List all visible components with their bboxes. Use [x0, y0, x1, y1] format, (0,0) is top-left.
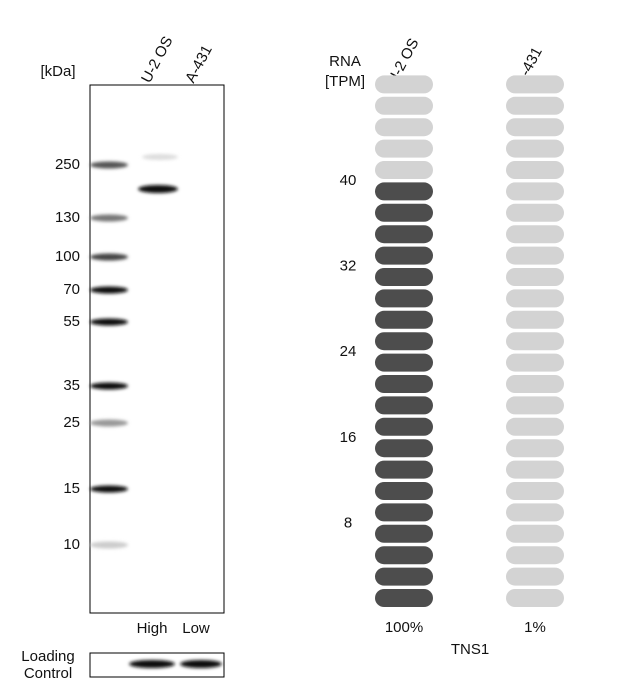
marker-band [90, 541, 128, 549]
marker-band [90, 318, 128, 326]
tpm-pill [375, 396, 433, 415]
tpm-pill [506, 396, 564, 415]
percent-label: 1% [524, 619, 546, 636]
tpm-pill [506, 503, 564, 522]
tpm-pill [375, 161, 433, 179]
tpm-pill [506, 161, 564, 179]
tpm-pill [375, 118, 433, 137]
rna-axis-label: [TPM] [325, 73, 365, 90]
tpm-pill [506, 118, 564, 137]
tpm-pill [375, 139, 433, 158]
marker-label: 250 [55, 156, 80, 173]
faint-band [142, 154, 178, 160]
marker-label: 35 [63, 377, 80, 394]
unit-label: [kDa] [40, 63, 75, 80]
tpm-pill [375, 589, 433, 607]
blot-frame [89, 84, 225, 614]
tpm-pill [375, 546, 433, 565]
tpm-pill [506, 482, 564, 500]
tpm-pill [375, 482, 433, 500]
tpm-pill [375, 460, 433, 479]
tpm-pill [506, 75, 564, 94]
loading-label: Loading [21, 648, 74, 665]
tpm-pill [375, 353, 433, 372]
tpm-pill [375, 567, 433, 586]
tpm-pill [506, 225, 564, 244]
tpm-pill [375, 417, 433, 436]
marker-band [90, 161, 128, 169]
tpm-pill [375, 332, 433, 351]
tpm-pill [506, 589, 564, 607]
tpm-tick-label: 8 [344, 514, 352, 531]
tpm-pill [375, 375, 433, 393]
rna-axis-label: RNA [329, 53, 361, 70]
tpm-pill [506, 417, 564, 436]
tpm-tick-label: 40 [340, 172, 357, 189]
loading-band [180, 660, 222, 668]
tpm-pill [375, 75, 433, 94]
marker-band [90, 382, 128, 390]
tpm-pill [506, 375, 564, 393]
tpm-pill [375, 310, 433, 329]
marker-band [90, 419, 128, 427]
tpm-pill [506, 332, 564, 351]
marker-label: 130 [55, 209, 80, 226]
tpm-pill [506, 310, 564, 329]
lane-level: High [137, 620, 168, 637]
tpm-pill [375, 439, 433, 458]
tpm-pill [375, 203, 433, 222]
tpm-pill [375, 225, 433, 244]
marker-label: 70 [63, 281, 80, 298]
tpm-pill [506, 96, 564, 115]
tpm-pill [506, 439, 564, 458]
tpm-pill [506, 524, 564, 543]
tpm-pill [375, 96, 433, 115]
loading-band [129, 660, 175, 668]
tpm-pill [506, 182, 564, 201]
tpm-pill [375, 246, 433, 265]
tpm-pill [506, 567, 564, 586]
tpm-pill [375, 503, 433, 522]
lane-label: U-2 OS [138, 34, 176, 86]
gene-label: TNS1 [451, 641, 489, 658]
tpm-pill [506, 203, 564, 222]
tpm-tick-label: 16 [340, 429, 357, 446]
tpm-pill [506, 246, 564, 265]
tpm-pill [506, 289, 564, 308]
marker-label: 15 [63, 480, 80, 497]
tpm-pill [506, 268, 564, 286]
tpm-tick-label: 32 [340, 258, 357, 275]
percent-label: 100% [385, 619, 423, 636]
tpm-pill [375, 289, 433, 308]
tpm-pill [506, 139, 564, 158]
tpm-pill [506, 546, 564, 565]
marker-band [90, 253, 128, 261]
tpm-pill [375, 182, 433, 201]
marker-label: 10 [63, 536, 80, 553]
marker-label: 100 [55, 248, 80, 265]
marker-band [90, 286, 128, 294]
loading-label: Control [24, 665, 72, 682]
tpm-tick-label: 24 [340, 343, 357, 360]
tpm-pill [506, 460, 564, 479]
marker-band [90, 485, 128, 493]
tpm-pill [375, 268, 433, 286]
sample-band [138, 185, 178, 193]
lane-level: Low [182, 620, 210, 637]
marker-label: 25 [63, 414, 80, 431]
tpm-pill [506, 353, 564, 372]
tpm-pill [375, 524, 433, 543]
lane-label: A-431 [182, 42, 216, 85]
marker-label: 55 [63, 313, 80, 330]
marker-band [90, 214, 128, 222]
